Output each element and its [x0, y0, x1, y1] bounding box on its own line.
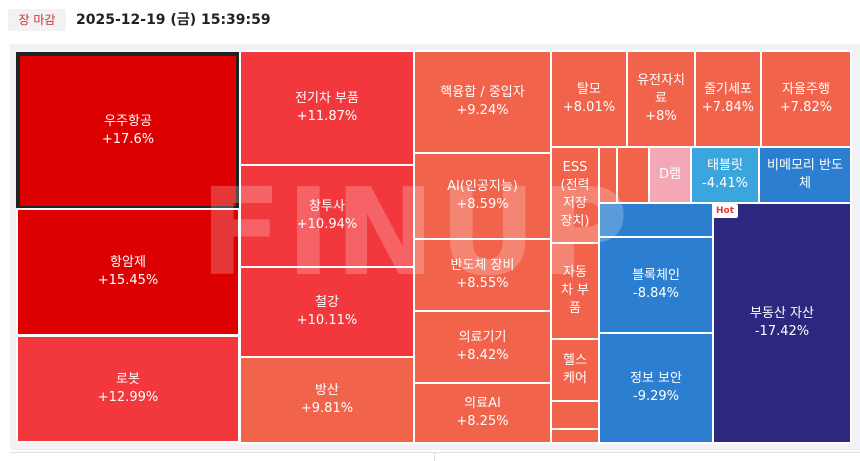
- tile-change: +7.82%: [779, 100, 833, 115]
- tile-change: +7.84%: [701, 100, 755, 115]
- tile-semiconductor-equipment[interactable]: 반도체 장비 +8.55%: [413, 238, 552, 312]
- tile-name: 항암제: [110, 255, 146, 270]
- tile-name: 유전자치 료: [637, 73, 685, 106]
- tile-tablet[interactable]: 태블릿 -4.41%: [690, 146, 760, 204]
- tile-change: +11.87%: [296, 109, 358, 124]
- tile-change: +8.59%: [456, 197, 509, 212]
- tile-steel[interactable]: 철강 +10.11%: [239, 266, 415, 358]
- tile-info-security[interactable]: 정보 보안 -9.29%: [598, 332, 714, 444]
- hot-badge: Hot: [712, 204, 738, 218]
- tile-change: -17.42%: [754, 324, 810, 339]
- tile-change: +10.94%: [296, 217, 358, 232]
- tile-change: +8%: [645, 109, 677, 124]
- tile-change: +8.01%: [562, 100, 616, 115]
- tile-change: -8.84%: [633, 286, 679, 301]
- footer-divider: [434, 453, 435, 461]
- tile-name: 의료기기: [458, 330, 507, 345]
- tile-name: 태블릿: [707, 158, 743, 173]
- tile-name: 반도체 장비: [450, 258, 515, 273]
- tile-unlabeled-e[interactable]: [598, 202, 714, 238]
- tile-unlabeled-d[interactable]: [616, 146, 650, 204]
- tile-change: +9.81%: [300, 401, 354, 416]
- tile-name: 로봇: [116, 372, 140, 387]
- market-status-badge: 장 마감: [8, 9, 66, 31]
- tile-stem-cell[interactable]: 줄기세포 +7.84%: [694, 50, 762, 148]
- tile-autonomous-driving[interactable]: 자율주행 +7.82%: [760, 50, 852, 148]
- tile-name: 방산: [315, 383, 339, 398]
- tile-change: +10.11%: [296, 313, 358, 328]
- tile-aerospace[interactable]: 우주항공 +17.6%: [16, 52, 240, 210]
- tile-anticancer[interactable]: 항암제 +15.45%: [16, 208, 240, 336]
- tile-ess[interactable]: ESS (전력 저장 장치): [550, 146, 600, 244]
- footer-bar: [10, 452, 860, 461]
- tile-name: 창투사: [309, 199, 345, 214]
- tile-change: +8.42%: [456, 348, 509, 363]
- tile-name: 탈모: [577, 82, 601, 97]
- tile-change: +17.6%: [101, 132, 155, 147]
- tile-name: 자동 차 부 품: [560, 265, 590, 316]
- tile-hair-loss[interactable]: 탈모 +8.01%: [550, 50, 628, 148]
- tile-name: 의료AI: [464, 396, 501, 411]
- tile-change: +9.24%: [456, 103, 509, 118]
- tile-ai[interactable]: AI(인공지능) +8.59%: [413, 152, 552, 240]
- tile-medical-ai[interactable]: 의료AI +8.25%: [413, 382, 552, 444]
- tile-change: +12.99%: [97, 390, 159, 405]
- tile-unlabeled-a[interactable]: [550, 400, 600, 430]
- tile-name: 전기차 부품: [295, 91, 359, 106]
- tile-non-memory-semiconductor[interactable]: 비메모리 반도 체: [758, 146, 852, 204]
- tile-auto-parts[interactable]: 자동 차 부 품: [550, 242, 600, 340]
- tile-change: -9.29%: [633, 389, 679, 404]
- tile-real-estate[interactable]: 부동산 자산 -17.42%: [712, 202, 852, 444]
- tile-name: 정보 보안: [630, 371, 682, 386]
- tile-robot[interactable]: 로봇 +12.99%: [16, 335, 240, 443]
- tile-dram[interactable]: D램: [648, 146, 692, 204]
- tile-name: ESS (전력 저장 장치): [560, 160, 590, 229]
- header: 장 마감 2025-12-19 (금) 15:39:59: [0, 0, 860, 40]
- tile-gene-therapy[interactable]: 유전자치 료 +8%: [626, 50, 696, 148]
- tile-name: 철강: [315, 295, 339, 310]
- tile-name: AI(인공지능): [447, 179, 518, 194]
- treemap: 우주항공 +17.6% 항암제 +15.45% 로봇 +12.99% 전기차 부…: [10, 44, 860, 450]
- tile-change: +8.25%: [456, 414, 509, 429]
- tile-name: 비메모리 반도 체: [767, 158, 843, 191]
- tile-name: 부동산 자산: [750, 306, 814, 321]
- tile-change: +15.45%: [97, 273, 159, 288]
- tile-change: -4.41%: [702, 176, 748, 191]
- tile-unlabeled-c[interactable]: [598, 146, 618, 204]
- tile-name: 줄기세포: [704, 82, 752, 97]
- tile-name: 블록체인: [632, 268, 680, 283]
- tile-unlabeled-b[interactable]: [550, 428, 600, 444]
- tile-defense[interactable]: 방산 +9.81%: [239, 356, 415, 444]
- tile-name: 헬스 케어: [563, 353, 587, 386]
- tile-venture-capital[interactable]: 창투사 +10.94%: [239, 164, 415, 268]
- timestamp: 2025-12-19 (금) 15:39:59: [76, 12, 271, 28]
- tile-change: +8.55%: [456, 276, 509, 291]
- tile-healthcare[interactable]: 헬스 케어: [550, 338, 600, 402]
- tile-name: D램: [659, 167, 681, 182]
- tile-name: 우주항공: [104, 114, 152, 129]
- tile-name: 자율주행: [782, 82, 830, 97]
- tile-name: 핵융합 / 중입자: [440, 85, 525, 100]
- tile-nuclear-fusion[interactable]: 핵융합 / 중입자 +9.24%: [413, 50, 552, 154]
- tile-ev-parts[interactable]: 전기차 부품 +11.87%: [239, 50, 415, 166]
- tile-blockchain[interactable]: 블록체인 -8.84%: [598, 236, 714, 334]
- tile-medical-devices[interactable]: 의료기기 +8.42%: [413, 310, 552, 384]
